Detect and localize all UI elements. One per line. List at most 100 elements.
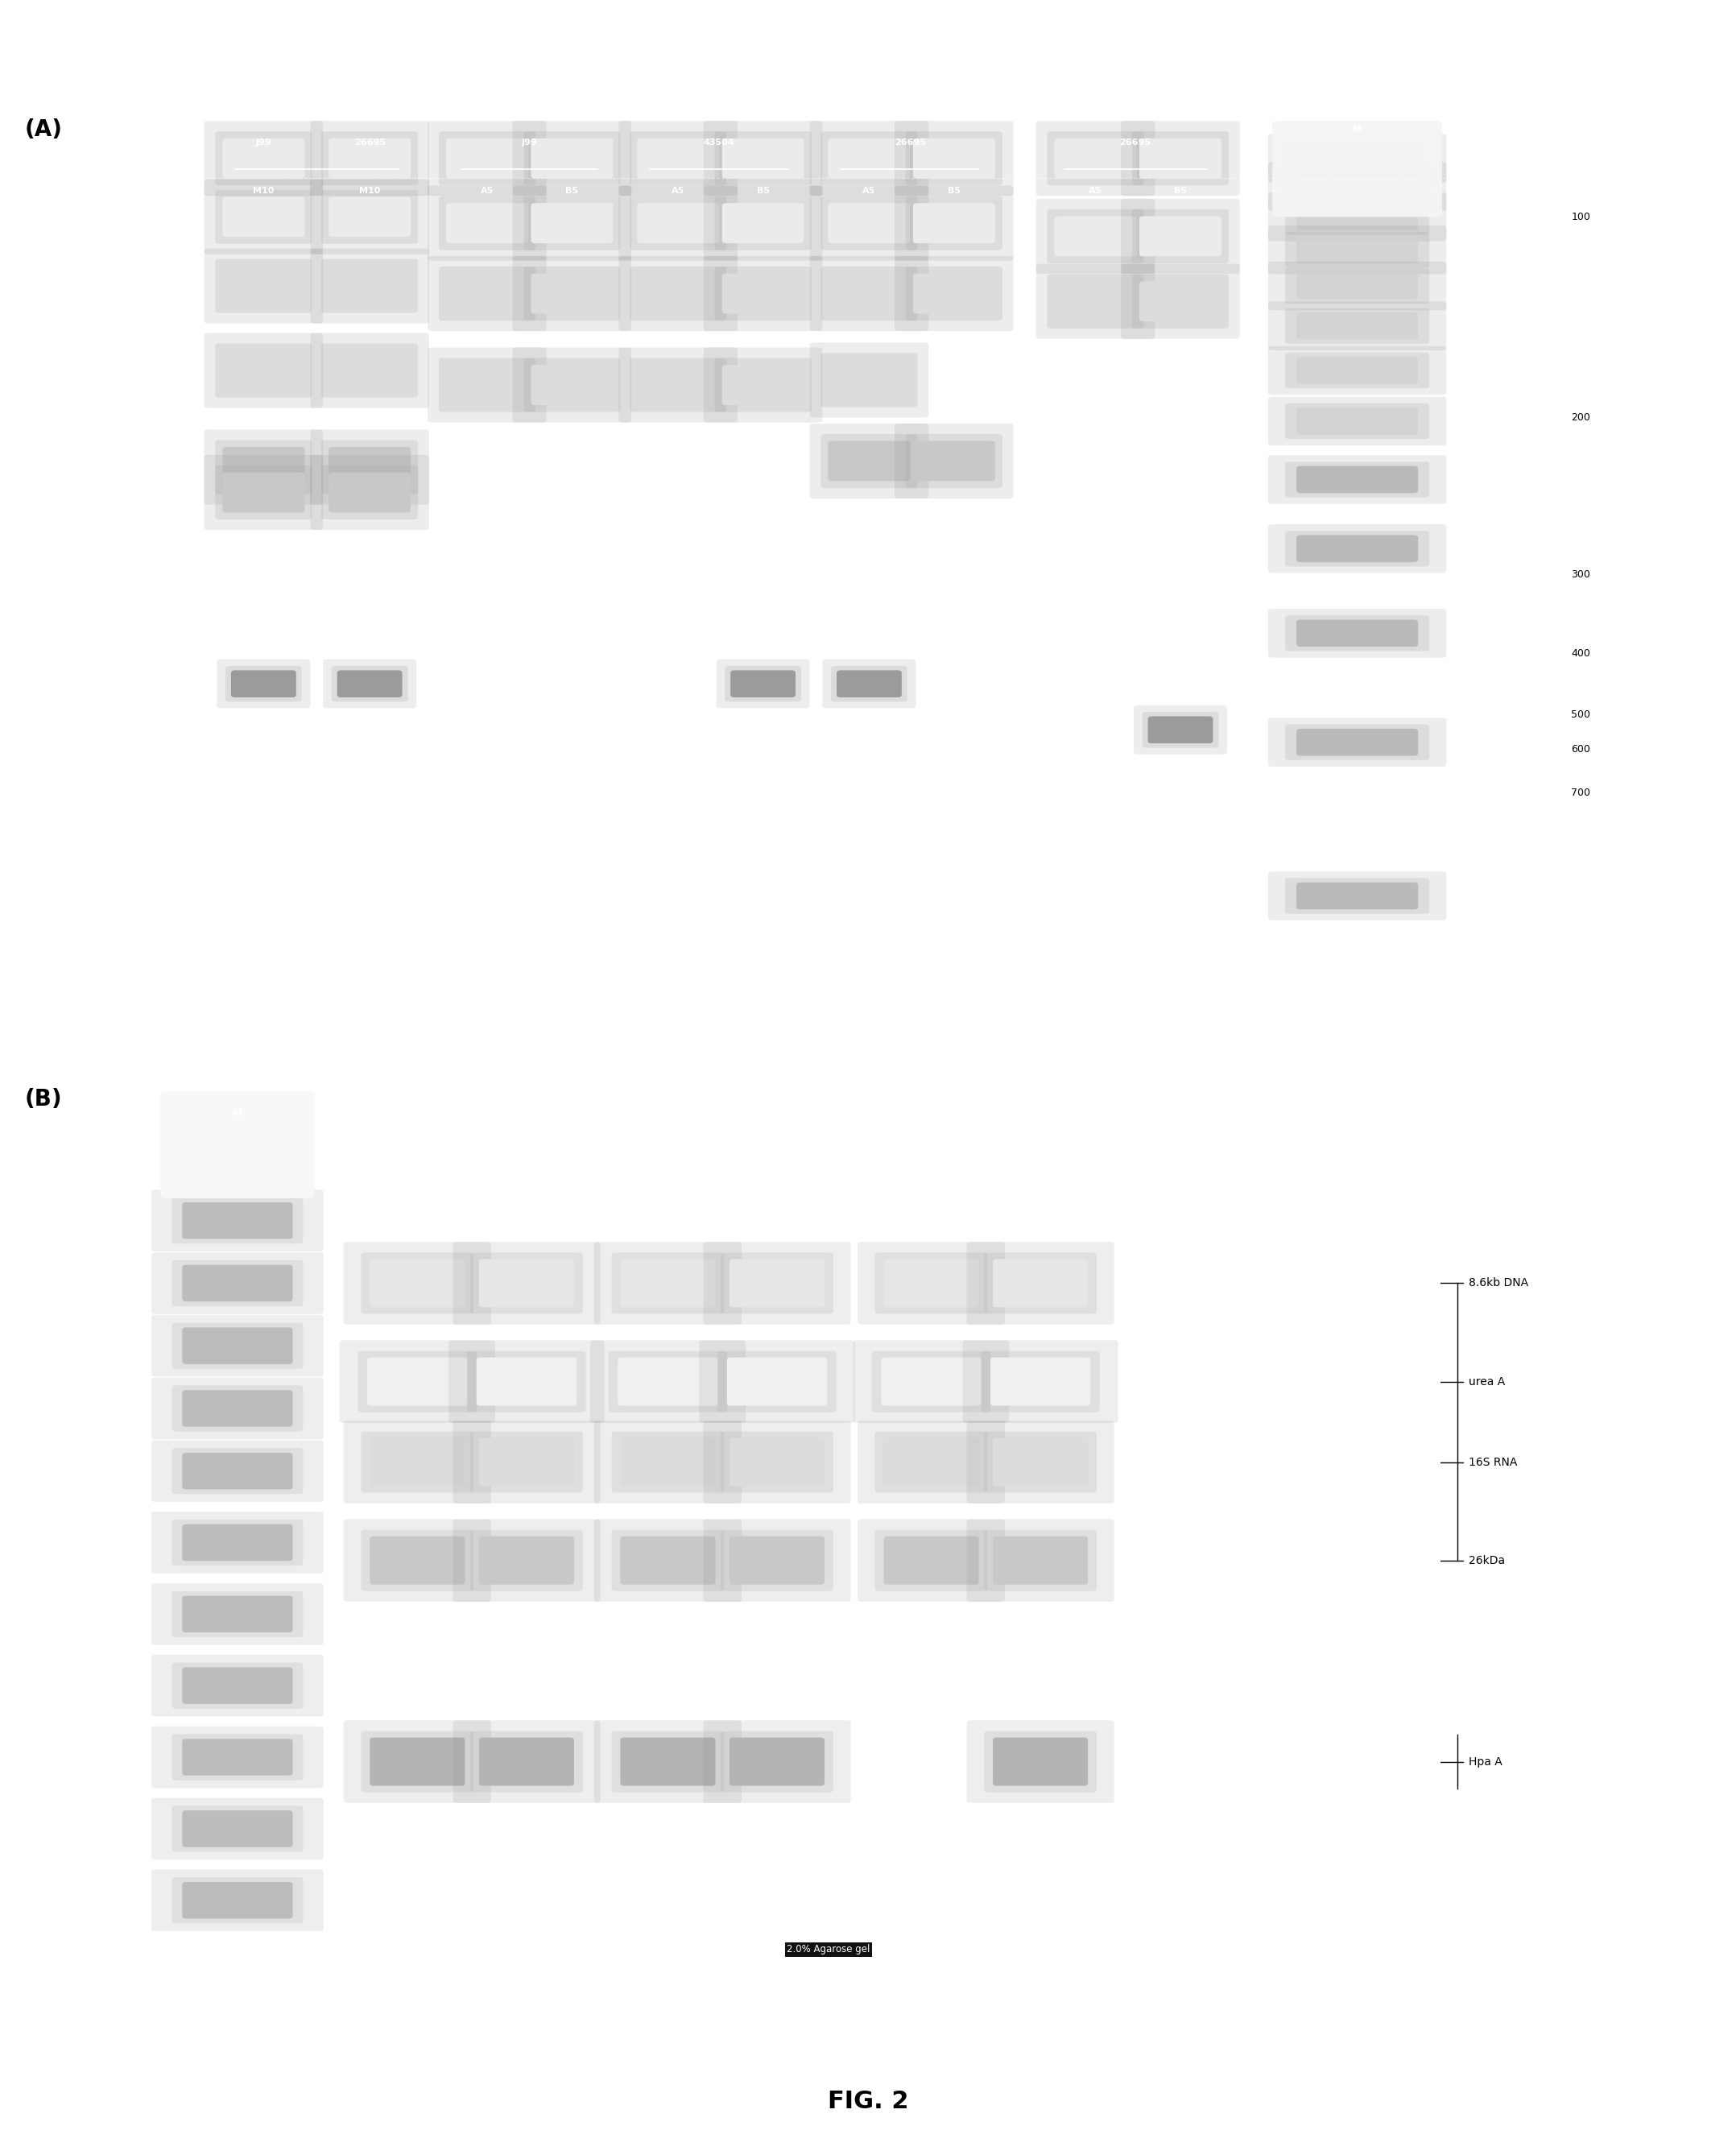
- FancyBboxPatch shape: [832, 666, 908, 703]
- FancyBboxPatch shape: [1272, 121, 1443, 218]
- FancyBboxPatch shape: [1267, 226, 1446, 274]
- Text: 43504: 43504: [703, 138, 734, 147]
- FancyBboxPatch shape: [479, 1537, 575, 1584]
- FancyBboxPatch shape: [453, 1241, 601, 1325]
- Text: M10: M10: [359, 187, 380, 194]
- FancyBboxPatch shape: [215, 440, 312, 493]
- FancyBboxPatch shape: [479, 1737, 575, 1786]
- FancyBboxPatch shape: [311, 121, 429, 196]
- FancyBboxPatch shape: [1139, 282, 1222, 321]
- FancyBboxPatch shape: [703, 347, 823, 422]
- Text: (B): (B): [24, 1088, 62, 1110]
- FancyBboxPatch shape: [172, 1806, 304, 1851]
- FancyBboxPatch shape: [222, 472, 304, 513]
- FancyBboxPatch shape: [858, 1241, 1005, 1325]
- FancyBboxPatch shape: [151, 1315, 323, 1377]
- FancyBboxPatch shape: [620, 1537, 715, 1584]
- FancyBboxPatch shape: [967, 1241, 1115, 1325]
- FancyBboxPatch shape: [1297, 272, 1418, 300]
- FancyBboxPatch shape: [1054, 216, 1137, 256]
- FancyBboxPatch shape: [717, 1351, 837, 1412]
- FancyBboxPatch shape: [172, 1519, 304, 1565]
- Text: M5-2: M5-2: [764, 1194, 790, 1202]
- FancyBboxPatch shape: [172, 1877, 304, 1922]
- FancyBboxPatch shape: [984, 1431, 1097, 1493]
- Text: 700: 700: [1571, 787, 1590, 797]
- FancyBboxPatch shape: [1267, 162, 1446, 211]
- FancyBboxPatch shape: [1285, 724, 1429, 761]
- FancyBboxPatch shape: [703, 1241, 851, 1325]
- FancyBboxPatch shape: [620, 1437, 715, 1487]
- FancyBboxPatch shape: [609, 1351, 727, 1412]
- FancyBboxPatch shape: [205, 429, 323, 504]
- FancyBboxPatch shape: [611, 1431, 724, 1493]
- FancyBboxPatch shape: [344, 1241, 491, 1325]
- FancyBboxPatch shape: [1267, 261, 1446, 310]
- FancyBboxPatch shape: [990, 1358, 1090, 1405]
- FancyBboxPatch shape: [1132, 274, 1229, 328]
- FancyBboxPatch shape: [590, 1340, 746, 1422]
- FancyBboxPatch shape: [620, 1259, 715, 1308]
- FancyBboxPatch shape: [1267, 397, 1446, 446]
- FancyBboxPatch shape: [1297, 172, 1418, 200]
- FancyBboxPatch shape: [370, 1737, 465, 1786]
- FancyBboxPatch shape: [611, 1530, 724, 1590]
- Text: 16S RNA: 16S RNA: [1469, 1457, 1517, 1468]
- FancyBboxPatch shape: [340, 1340, 495, 1422]
- FancyBboxPatch shape: [1139, 216, 1222, 256]
- Text: M5-2: M5-2: [514, 1194, 540, 1202]
- FancyBboxPatch shape: [1121, 263, 1240, 338]
- FancyBboxPatch shape: [594, 1420, 741, 1504]
- FancyBboxPatch shape: [311, 455, 429, 530]
- Text: 400: 400: [1571, 649, 1590, 659]
- Text: M: M: [233, 1108, 243, 1118]
- FancyBboxPatch shape: [720, 1431, 833, 1493]
- FancyBboxPatch shape: [1285, 877, 1429, 914]
- FancyBboxPatch shape: [720, 1252, 833, 1315]
- FancyBboxPatch shape: [439, 131, 535, 185]
- FancyBboxPatch shape: [637, 364, 719, 405]
- FancyBboxPatch shape: [182, 1327, 293, 1364]
- FancyBboxPatch shape: [370, 1537, 465, 1584]
- FancyBboxPatch shape: [446, 138, 528, 179]
- FancyBboxPatch shape: [809, 425, 929, 498]
- FancyBboxPatch shape: [906, 196, 1002, 250]
- FancyBboxPatch shape: [479, 1437, 575, 1487]
- FancyBboxPatch shape: [1297, 237, 1418, 263]
- FancyBboxPatch shape: [361, 1730, 474, 1793]
- FancyBboxPatch shape: [439, 358, 535, 412]
- Text: J99: J99: [521, 138, 538, 147]
- FancyBboxPatch shape: [453, 1720, 601, 1804]
- FancyBboxPatch shape: [875, 1252, 988, 1315]
- FancyBboxPatch shape: [882, 1358, 981, 1405]
- FancyBboxPatch shape: [993, 1737, 1088, 1786]
- FancyBboxPatch shape: [205, 121, 323, 196]
- FancyBboxPatch shape: [729, 1737, 825, 1786]
- FancyBboxPatch shape: [729, 1259, 825, 1308]
- FancyBboxPatch shape: [809, 256, 929, 332]
- Text: B5: B5: [948, 187, 960, 194]
- FancyBboxPatch shape: [427, 347, 547, 422]
- FancyBboxPatch shape: [151, 1511, 323, 1573]
- FancyBboxPatch shape: [531, 203, 613, 244]
- FancyBboxPatch shape: [637, 203, 719, 244]
- FancyBboxPatch shape: [368, 1358, 467, 1405]
- FancyBboxPatch shape: [1267, 455, 1446, 504]
- FancyBboxPatch shape: [1047, 274, 1144, 328]
- FancyBboxPatch shape: [172, 1590, 304, 1638]
- FancyBboxPatch shape: [328, 472, 411, 513]
- FancyBboxPatch shape: [321, 343, 418, 397]
- FancyBboxPatch shape: [715, 358, 811, 412]
- FancyBboxPatch shape: [630, 358, 726, 412]
- FancyBboxPatch shape: [618, 256, 738, 332]
- FancyBboxPatch shape: [821, 131, 918, 185]
- FancyBboxPatch shape: [875, 1431, 988, 1493]
- FancyBboxPatch shape: [618, 121, 738, 196]
- Text: 300: 300: [1571, 569, 1590, 580]
- FancyBboxPatch shape: [828, 274, 910, 315]
- FancyBboxPatch shape: [1147, 715, 1213, 743]
- Text: Hpa A: Hpa A: [1469, 1756, 1502, 1767]
- FancyBboxPatch shape: [1054, 138, 1137, 179]
- FancyBboxPatch shape: [1267, 718, 1446, 767]
- FancyBboxPatch shape: [809, 343, 929, 418]
